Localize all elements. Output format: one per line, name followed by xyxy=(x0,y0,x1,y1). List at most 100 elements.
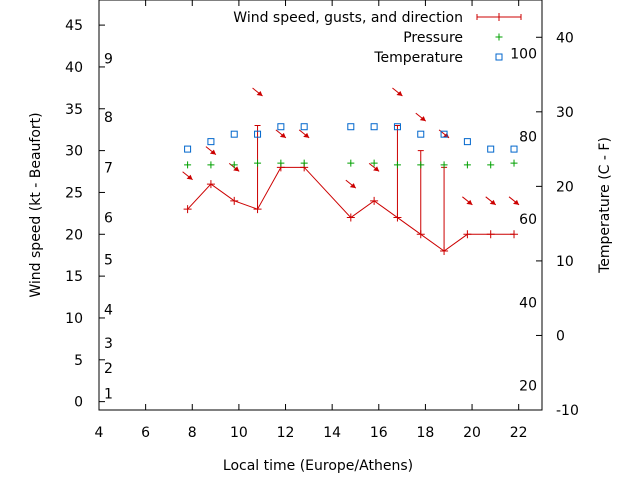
y-tick-label: 25 xyxy=(65,185,83,201)
beaufort-label: 5 xyxy=(104,252,113,268)
wind-point xyxy=(183,205,192,214)
x-tick-label: 6 xyxy=(141,425,150,441)
x-tick-label: 18 xyxy=(417,425,435,441)
wind-arrow-head xyxy=(279,132,286,138)
x-tick-label: 10 xyxy=(230,425,248,441)
temperature-point xyxy=(463,138,471,146)
wind-arrow-head xyxy=(489,199,496,205)
wind-arrow-head xyxy=(186,174,193,180)
y2-tick-label: 10 xyxy=(556,254,574,270)
pressure-point xyxy=(463,161,471,169)
wind-point xyxy=(440,247,449,256)
wind-arrow-head xyxy=(373,166,380,172)
wind-point xyxy=(463,230,472,239)
wind-arrow-head xyxy=(209,149,216,155)
pressure-point xyxy=(487,161,495,169)
y2-tick-label: 40 xyxy=(556,30,574,46)
temperature-point xyxy=(300,123,308,131)
plot-frame xyxy=(98,0,543,411)
temperature-point xyxy=(487,145,495,153)
pressure-point xyxy=(300,159,308,167)
wind-arrow xyxy=(298,129,310,139)
wind-arrow xyxy=(392,87,403,97)
legend-pressure-marker xyxy=(495,33,503,41)
pressure-point xyxy=(277,159,285,167)
pressure-point xyxy=(230,161,238,169)
wind-arrow xyxy=(275,129,287,139)
wind-point xyxy=(416,230,425,239)
wind-point xyxy=(346,213,355,222)
y-axis-label: Wind speed (kt - Beaufort) xyxy=(28,112,44,297)
y2-tick-label: 20 xyxy=(556,179,574,195)
wind-arrow xyxy=(345,179,357,189)
temperature-point xyxy=(184,145,192,153)
beaufort-label: 2 xyxy=(104,361,113,377)
pressure-point xyxy=(440,161,448,169)
fahrenheit-label: 60 xyxy=(519,212,537,228)
wind-point xyxy=(393,213,402,222)
wind-arrow-head xyxy=(513,199,520,205)
x-tick-label: 4 xyxy=(95,425,104,441)
fahrenheit-label: 80 xyxy=(519,129,537,145)
legend-wind-marker xyxy=(495,13,503,21)
wind-arrow-head xyxy=(396,91,403,97)
temperature-point xyxy=(510,145,518,153)
legend-label: Temperature xyxy=(373,50,463,66)
wind-arrow xyxy=(252,87,263,97)
y2-axis-label: Temperature (C - F) xyxy=(597,137,613,274)
x-tick-label: 22 xyxy=(510,425,528,441)
y-tick-label: 35 xyxy=(65,102,83,118)
x-tick-label: 12 xyxy=(277,425,295,441)
wind-arrow-head xyxy=(233,166,240,172)
y2-tick-label: 30 xyxy=(556,105,574,121)
fahrenheit-label: 40 xyxy=(519,296,537,312)
beaufort-label: 6 xyxy=(104,211,113,227)
pressure-point xyxy=(347,159,355,167)
legend: Wind speed, gusts, and direction Pressure… xyxy=(233,10,522,66)
wind-arrow xyxy=(205,146,217,156)
axes-layer: 4 6 8 10 12 14 16 18 20 2205101520253035404512345… xyxy=(65,0,579,441)
pressure-point xyxy=(510,159,518,167)
wind-arrow-head xyxy=(419,116,426,122)
y2-tick-label: 0 xyxy=(556,328,565,344)
y-tick-label: 10 xyxy=(65,311,83,327)
legend-label: Pressure xyxy=(403,30,463,46)
beaufort-label: 3 xyxy=(104,336,113,352)
legend-label: Wind speed, gusts, and direction xyxy=(233,10,463,26)
wind-arrow xyxy=(462,196,473,206)
marks-layer xyxy=(182,87,520,256)
temperature-point xyxy=(277,123,285,131)
pressure-point xyxy=(184,161,192,169)
y2-tick-label: -10 xyxy=(556,403,579,419)
fahrenheit-label: 20 xyxy=(519,378,537,394)
wind-arrow xyxy=(485,196,497,206)
x-tick-label: 8 xyxy=(188,425,197,441)
pressure-point xyxy=(207,161,215,169)
beaufort-label: 4 xyxy=(104,303,113,319)
beaufort-label: 1 xyxy=(104,386,113,402)
y-tick-label: 15 xyxy=(65,269,83,285)
wind-arrow xyxy=(182,171,193,181)
wind-point xyxy=(510,230,519,239)
temperature-point xyxy=(393,123,401,131)
wind-arrow xyxy=(415,112,427,122)
pressure-point xyxy=(370,159,378,167)
x-tick-label: 20 xyxy=(463,425,481,441)
y-tick-label: 5 xyxy=(74,353,83,369)
wind-arrow-head xyxy=(303,132,310,138)
temperature-point xyxy=(440,130,448,138)
x-axis-label: Local time (Europe/Athens) xyxy=(223,458,413,474)
temperature-point xyxy=(347,123,355,131)
wind-arrow-head xyxy=(349,183,356,189)
temperature-point xyxy=(254,130,262,138)
y-tick-label: 30 xyxy=(65,144,83,160)
wind-point xyxy=(253,205,262,214)
y-tick-label: 40 xyxy=(65,60,83,76)
temperature-point xyxy=(417,130,425,138)
y-tick-label: 0 xyxy=(74,395,83,411)
pressure-point xyxy=(393,161,401,169)
y-tick-label: 45 xyxy=(65,18,83,34)
wind-point xyxy=(370,196,379,205)
beaufort-label: 9 xyxy=(104,52,113,68)
